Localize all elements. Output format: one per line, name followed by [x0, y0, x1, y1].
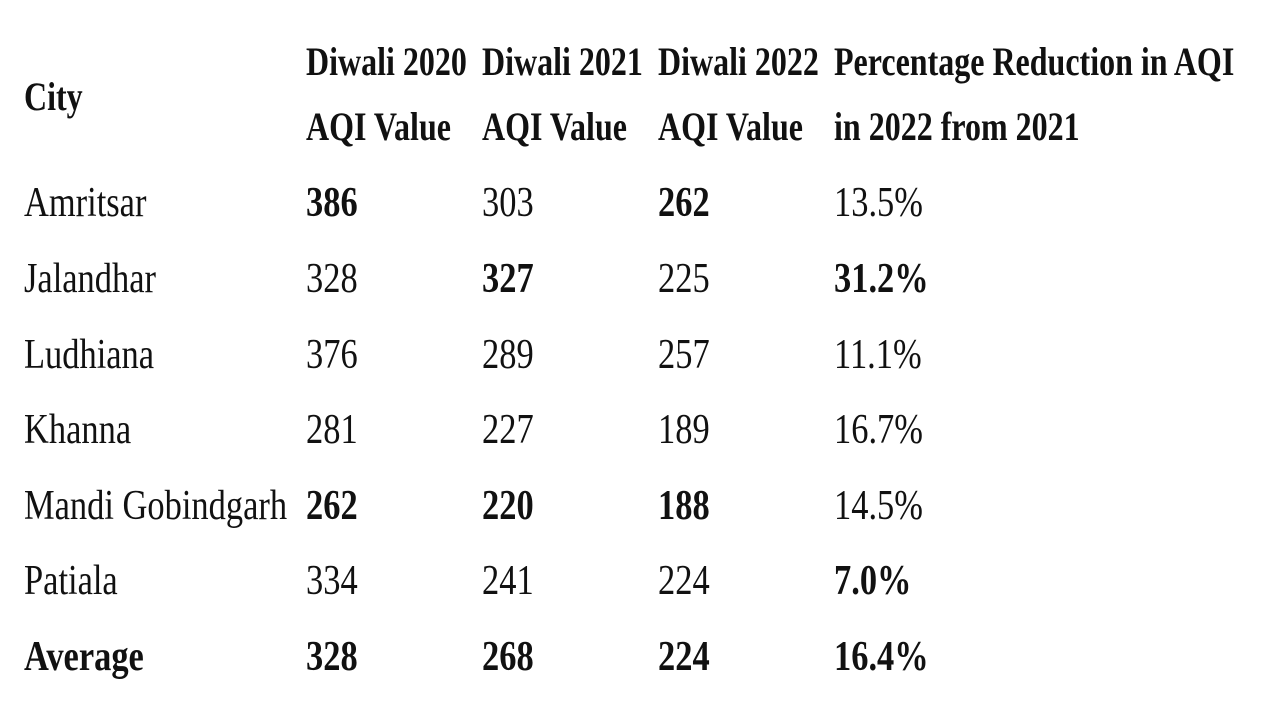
city-name: Mandi Gobindgarh: [24, 483, 288, 529]
table-cell: 328: [306, 634, 358, 680]
column-header: in 2022 from 2021: [834, 104, 1080, 149]
table-cell: 16.7%: [834, 407, 923, 453]
column-header: Diwali 2021: [482, 39, 643, 84]
column-header: Diwali 2022: [658, 39, 819, 84]
table-cell: 7.0%: [834, 558, 912, 604]
table-cell: 220: [482, 483, 534, 529]
table-cell: 189: [658, 407, 710, 453]
column-header: Diwali 2020: [306, 39, 467, 84]
city-name: Khanna: [24, 407, 132, 453]
table-cell: 289: [482, 332, 534, 378]
table-cell: 241: [482, 558, 534, 604]
table-cell: 11.1%: [834, 332, 922, 378]
table-cell: 224: [658, 558, 710, 604]
table-cell: 303: [482, 180, 534, 226]
table-cell: 16.4%: [834, 634, 929, 680]
table-cell: 225: [658, 256, 710, 302]
table-cell: 268: [482, 634, 534, 680]
table-cell: 188: [658, 483, 710, 529]
table-cell: 262: [306, 483, 358, 529]
table-cell: 328: [306, 256, 358, 302]
table-cell: 31.2%: [834, 256, 929, 302]
table-cell: 224: [658, 634, 710, 680]
column-header: AQI Value: [658, 104, 803, 149]
city-name: Ludhiana: [24, 332, 155, 378]
table-cell: 281: [306, 407, 358, 453]
column-header: City: [24, 74, 83, 119]
column-header: AQI Value: [482, 104, 627, 149]
city-name: Average: [24, 634, 144, 680]
table-cell: 376: [306, 332, 358, 378]
city-name: Jalandhar: [24, 256, 156, 302]
table-cell: 14.5%: [834, 483, 923, 529]
city-name: Patiala: [24, 558, 118, 604]
table-cell: 386: [306, 180, 358, 226]
city-name: Amritsar: [24, 180, 147, 226]
column-header: Percentage Reduction in AQI: [834, 39, 1235, 84]
table-cell: 13.5%: [834, 180, 923, 226]
table-cell: 334: [306, 558, 358, 604]
column-header: AQI Value: [306, 104, 451, 149]
table-cell: 227: [482, 407, 534, 453]
table-cell: 262: [658, 180, 710, 226]
table-cell: 257: [658, 332, 710, 378]
table-cell: 327: [482, 256, 534, 302]
